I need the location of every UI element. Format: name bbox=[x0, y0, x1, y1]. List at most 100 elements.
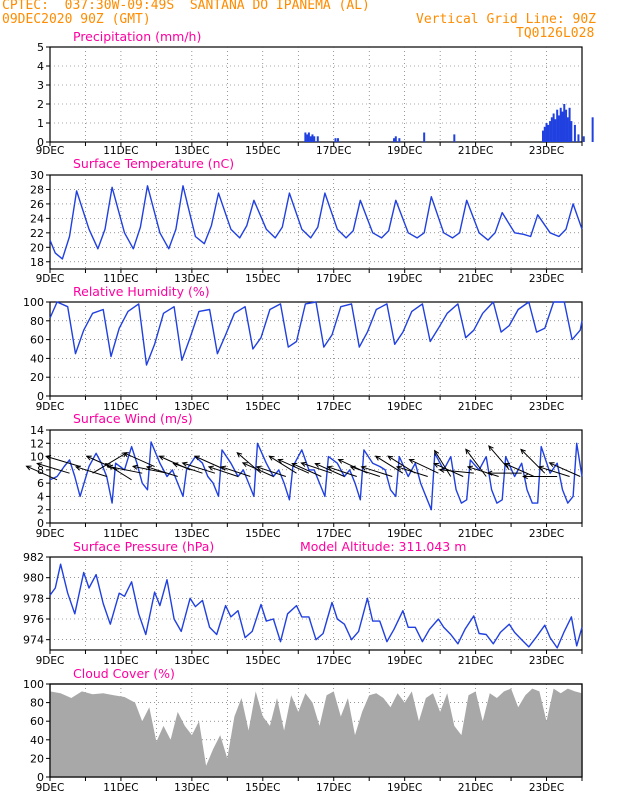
wind-xtick-label: 15DEC bbox=[245, 528, 280, 540]
header-date-line: 09DEC2020 90Z (GMT) bbox=[2, 12, 151, 27]
precip-title: Precipitation (mm/h) bbox=[73, 29, 201, 44]
wind-vector-arrow bbox=[122, 452, 155, 467]
precip-bar bbox=[565, 109, 568, 142]
wind-vector-shaft bbox=[46, 455, 81, 468]
precip-bar bbox=[306, 134, 309, 142]
wind-vector-shaft bbox=[242, 462, 274, 477]
wind-vector-head bbox=[193, 455, 200, 461]
wind-vector-arrow bbox=[172, 462, 203, 474]
wind-vector-arrow bbox=[433, 462, 464, 477]
cloud-ytick-label: 40 bbox=[30, 734, 44, 747]
precip-bar bbox=[568, 107, 571, 142]
rh-ytick-label: 60 bbox=[30, 334, 44, 347]
wind-vector-arrow bbox=[236, 452, 262, 474]
wind-vector-head bbox=[25, 465, 32, 471]
wind-vector-head bbox=[74, 465, 82, 471]
wind-ytick-label: 14 bbox=[30, 424, 44, 437]
pressure-xtick-label: 23DEC bbox=[529, 655, 564, 667]
rh-xtick-label: 21DEC bbox=[458, 401, 493, 413]
rh-xtick-label: 13DEC bbox=[174, 401, 209, 413]
temp-xtick-label: 11DEC bbox=[103, 273, 138, 285]
precip-bar bbox=[336, 138, 339, 142]
wind-vector-arrow bbox=[374, 455, 404, 474]
wind-vector-head bbox=[158, 455, 165, 461]
wind-vector-arrow bbox=[74, 465, 107, 477]
precip-bar bbox=[453, 134, 456, 142]
precip-bar bbox=[566, 117, 569, 142]
precip-bar bbox=[545, 123, 548, 142]
rh-ytick-label: 40 bbox=[30, 352, 44, 365]
wind-vector-head bbox=[522, 473, 528, 480]
precip-bar bbox=[563, 104, 566, 142]
wind-vector-arrow bbox=[36, 462, 70, 474]
wind-vector-arrow bbox=[220, 465, 251, 477]
wind-vector-head bbox=[181, 461, 188, 467]
wind-vector-shaft bbox=[433, 463, 464, 477]
cloud-xtick-label: 11DEC bbox=[103, 782, 138, 794]
wind-vector-shaft bbox=[396, 466, 428, 477]
precip-bar bbox=[549, 121, 552, 142]
precip-bar bbox=[557, 115, 560, 142]
temp-ytick-label: 18 bbox=[30, 256, 44, 269]
wind-vector-shaft bbox=[108, 465, 143, 474]
wind-vector-head bbox=[374, 455, 381, 461]
precip-bar bbox=[316, 136, 319, 142]
wind-vector-shaft bbox=[269, 455, 297, 474]
precip-panel: 0 1 2 3 4 5 9DEC 11DEC 13DEC 15DEC 17DEC 19DEC 21DEC… bbox=[36, 29, 594, 157]
temp-ytick-label: 20 bbox=[30, 241, 44, 254]
header-code: TQ0126L028 bbox=[516, 26, 595, 41]
cloud-title: Cloud Cover (%) bbox=[73, 666, 175, 681]
pressure-ytick-label: 978 bbox=[23, 592, 44, 605]
wind-vector-shaft bbox=[236, 452, 262, 474]
wind-vector-head bbox=[104, 463, 111, 469]
wind-vector-arrow bbox=[438, 467, 474, 474]
wind-vector-head bbox=[360, 465, 367, 471]
precip-xtick-label: 21DEC bbox=[458, 145, 493, 157]
temp-ytick-label: 22 bbox=[30, 227, 44, 240]
precip-bar bbox=[559, 107, 562, 142]
cloud-frame-top bbox=[49, 683, 583, 778]
pressure-xtick-label: 15DEC bbox=[245, 655, 280, 667]
precip-bar bbox=[309, 136, 312, 142]
precip-bar bbox=[547, 124, 550, 142]
wind-ytick-label: 10 bbox=[30, 451, 44, 464]
wind-vector-shaft bbox=[173, 463, 203, 474]
pressure-series-line bbox=[49, 563, 583, 649]
wind-vector-head bbox=[314, 462, 321, 468]
wind-vector-head bbox=[466, 465, 473, 471]
wind-vector-head bbox=[503, 462, 511, 468]
wind-vector-arrow bbox=[25, 465, 58, 481]
wind-vector-shaft bbox=[26, 465, 58, 481]
wind-vector-arrow bbox=[408, 459, 439, 474]
temp-frame bbox=[49, 174, 583, 270]
precip-bar bbox=[398, 138, 401, 142]
wind-vector-arrow bbox=[241, 462, 274, 477]
wind-vector-shaft bbox=[361, 466, 393, 477]
precip-xtick-label: 11DEC bbox=[103, 145, 138, 157]
pressure-xtick-label: 13DEC bbox=[174, 655, 209, 667]
wind-vector-head bbox=[349, 465, 356, 471]
wind-xtick-label: 11DEC bbox=[103, 528, 138, 540]
cloud-xtick-label: 17DEC bbox=[316, 782, 351, 794]
wind-vector-head bbox=[85, 455, 92, 461]
wind-vector-arrow bbox=[360, 465, 393, 477]
wind-series-line bbox=[49, 441, 583, 511]
wind-vector-arrow bbox=[548, 462, 581, 477]
temp-ytick-label: 30 bbox=[30, 169, 44, 182]
wind-vector-arrow bbox=[503, 462, 535, 477]
wind-vector-head bbox=[537, 465, 544, 471]
wind-vector-head bbox=[268, 455, 275, 461]
wind-vector-head bbox=[408, 459, 415, 464]
cloud-xtick-label: 15DEC bbox=[245, 782, 280, 794]
wind-vector-arrow bbox=[300, 461, 333, 474]
rh-xtick-label: 17DEC bbox=[316, 401, 351, 413]
wind-vector-arrow bbox=[145, 465, 178, 477]
wind-vector-arrow bbox=[522, 473, 558, 480]
temp-ytick-label: 26 bbox=[30, 198, 44, 211]
cloud-xtick-label: 23DEC bbox=[529, 782, 564, 794]
temp-xtick-label: 21DEC bbox=[458, 273, 493, 285]
precip-bar bbox=[591, 117, 594, 142]
wind-ytick-label: 0 bbox=[37, 517, 44, 530]
wind-vector-shaft bbox=[146, 466, 178, 477]
